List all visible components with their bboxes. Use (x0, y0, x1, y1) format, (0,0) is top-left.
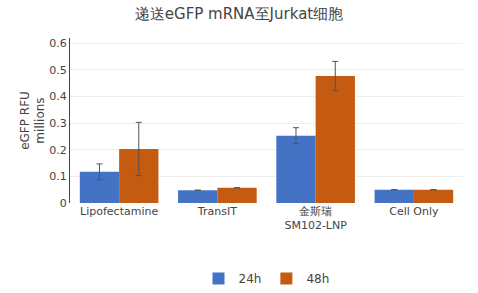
svg-text:48h: 48h (306, 272, 329, 286)
svg-text:0.6: 0.6 (49, 37, 67, 50)
svg-text:0.5: 0.5 (49, 64, 67, 77)
svg-text:金斯瑞SM102-LNP: 金斯瑞SM102-LNP (284, 205, 347, 232)
svg-text:0.1: 0.1 (49, 170, 67, 183)
svg-text:0.3: 0.3 (49, 117, 67, 130)
svg-text:递送eGFP mRNA至Jurkat细胞: 递送eGFP mRNA至Jurkat细胞 (135, 5, 343, 23)
svg-text:0.4: 0.4 (49, 90, 67, 103)
svg-text:0: 0 (60, 197, 67, 210)
svg-text:eGFP RFUmillions: eGFP RFUmillions (18, 91, 48, 150)
svg-text:Cell Only: Cell Only (389, 205, 439, 218)
svg-text:Lipofectamine: Lipofectamine (80, 205, 158, 218)
svg-text:24h: 24h (239, 272, 262, 286)
svg-text:TransIT: TransIT (197, 205, 237, 218)
svg-text:0.2: 0.2 (49, 144, 67, 157)
